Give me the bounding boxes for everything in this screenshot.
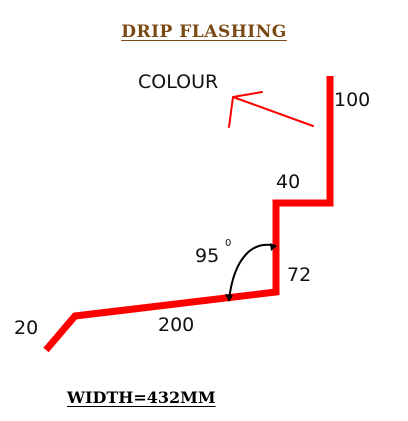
- colour-label: COLOUR: [138, 71, 218, 93]
- dimension-angle: 95: [195, 245, 219, 267]
- dimension-top-vertical: 100: [334, 89, 370, 111]
- angle-arrow-bottom: [225, 294, 233, 302]
- drawing-title: DRIP FLASHING: [121, 22, 287, 42]
- angle-arc: [228, 243, 277, 301]
- width-label: WIDTH=432MM: [67, 388, 216, 407]
- dimension-angle-unit: 0: [225, 238, 231, 249]
- dimension-left-hook: 20: [14, 317, 38, 339]
- dimension-vertical-short: 72: [287, 264, 311, 286]
- dimension-slope: 200: [158, 314, 194, 336]
- angle-arrow-top: [270, 243, 277, 251]
- colour-arrow: [228, 91, 314, 128]
- dimension-top-step: 40: [276, 171, 300, 193]
- flashing-profile: [43, 76, 334, 353]
